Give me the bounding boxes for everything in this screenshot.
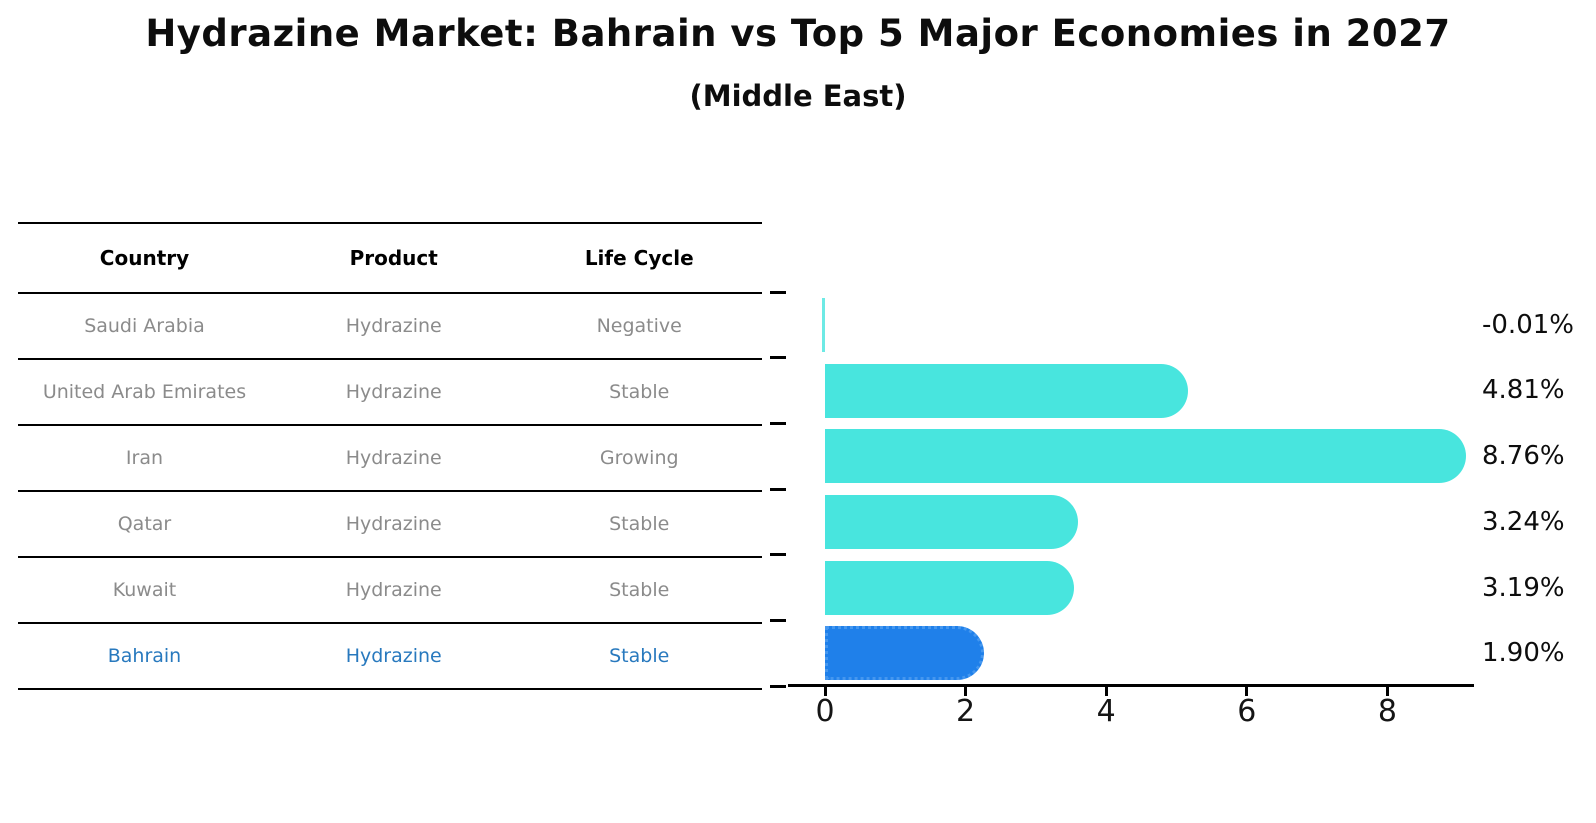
table-header-row: Country Product Life Cycle <box>18 224 762 294</box>
cell-life-cycle: Stable <box>609 645 670 667</box>
table-row-kuwait: Kuwait Hydrazine Stable <box>18 558 762 624</box>
x-axis-tick-label: 6 <box>1237 694 1257 729</box>
x-axis-tick <box>1104 687 1108 696</box>
table-row-uae: United Arab Emirates Hydrazine Stable <box>18 360 762 426</box>
bar-kuwait <box>825 560 1075 615</box>
table-row-saudi-arabia: Saudi Arabia Hydrazine Negative <box>18 294 762 360</box>
column-header-country: Country <box>99 246 190 270</box>
y-axis-tick <box>770 290 786 294</box>
cell-life-cycle: Negative <box>596 315 682 337</box>
bar-value-label: 8.76% <box>1482 441 1565 472</box>
bar-saudi-arabia <box>822 298 825 352</box>
cell-product: Hydrazine <box>345 447 442 469</box>
x-axis-tick-label: 2 <box>956 694 976 729</box>
x-axis-tick <box>823 687 827 696</box>
table-row-qatar: Qatar Hydrazine Stable <box>18 492 762 558</box>
cell-country: Kuwait <box>112 579 177 601</box>
bar-united-arab-emirates <box>825 363 1189 418</box>
y-axis-tick <box>770 618 786 622</box>
cell-life-cycle: Growing <box>599 447 679 469</box>
x-axis-tick <box>964 687 968 696</box>
y-axis-tick <box>770 356 786 360</box>
column-header-life-cycle: Life Cycle <box>584 246 694 270</box>
y-axis-tick <box>770 421 786 425</box>
table-row-iran: Iran Hydrazine Growing <box>18 426 762 492</box>
bar-value-label: 3.19% <box>1482 572 1565 603</box>
x-axis-tick-label: 0 <box>815 694 835 729</box>
comparison-table: Country Product Life Cycle Saudi Arabia … <box>18 222 762 690</box>
x-axis-tick <box>1245 687 1249 696</box>
x-axis-tick <box>1385 687 1389 696</box>
bar-chart: -0.01% 4.81% 8.76% 3.24% 3.19% 1.90% 0 2 4 6 8 <box>770 290 1596 752</box>
cell-country: United Arab Emirates <box>42 381 247 403</box>
bar-value-label: -0.01% <box>1482 309 1574 340</box>
y-axis-tick <box>770 553 786 557</box>
cell-product: Hydrazine <box>345 645 442 667</box>
cell-country: Iran <box>125 447 164 469</box>
column-header-product: Product <box>349 246 438 270</box>
bar-value-label: 1.90% <box>1482 638 1565 669</box>
cell-country: Bahrain <box>107 645 182 667</box>
cell-product: Hydrazine <box>345 315 442 337</box>
bar-value-label: 4.81% <box>1482 375 1565 406</box>
y-axis-tick <box>770 487 786 491</box>
cell-country: Saudi Arabia <box>84 315 205 337</box>
cell-product: Hydrazine <box>345 381 442 403</box>
cell-life-cycle: Stable <box>609 381 670 403</box>
cell-product: Hydrazine <box>345 579 442 601</box>
table-row-bahrain: Bahrain Hydrazine Stable <box>18 624 762 690</box>
page-subtitle: (Middle East) <box>689 79 907 113</box>
bar-bahrain <box>825 626 984 681</box>
bar-value-label: 3.24% <box>1482 506 1565 537</box>
cell-product: Hydrazine <box>345 513 442 535</box>
x-axis-tick-label: 8 <box>1377 694 1397 729</box>
x-axis-tick-label: 4 <box>1096 694 1116 729</box>
bar-qatar <box>825 495 1078 549</box>
y-axis-tick <box>770 684 786 688</box>
x-axis-line <box>788 684 1474 687</box>
bar-iran <box>825 429 1466 484</box>
cell-country: Qatar <box>117 513 172 535</box>
cell-life-cycle: Stable <box>609 579 670 601</box>
page-title: Hydrazine Market: Bahrain vs Top 5 Major… <box>145 12 1451 55</box>
cell-life-cycle: Stable <box>609 513 670 535</box>
